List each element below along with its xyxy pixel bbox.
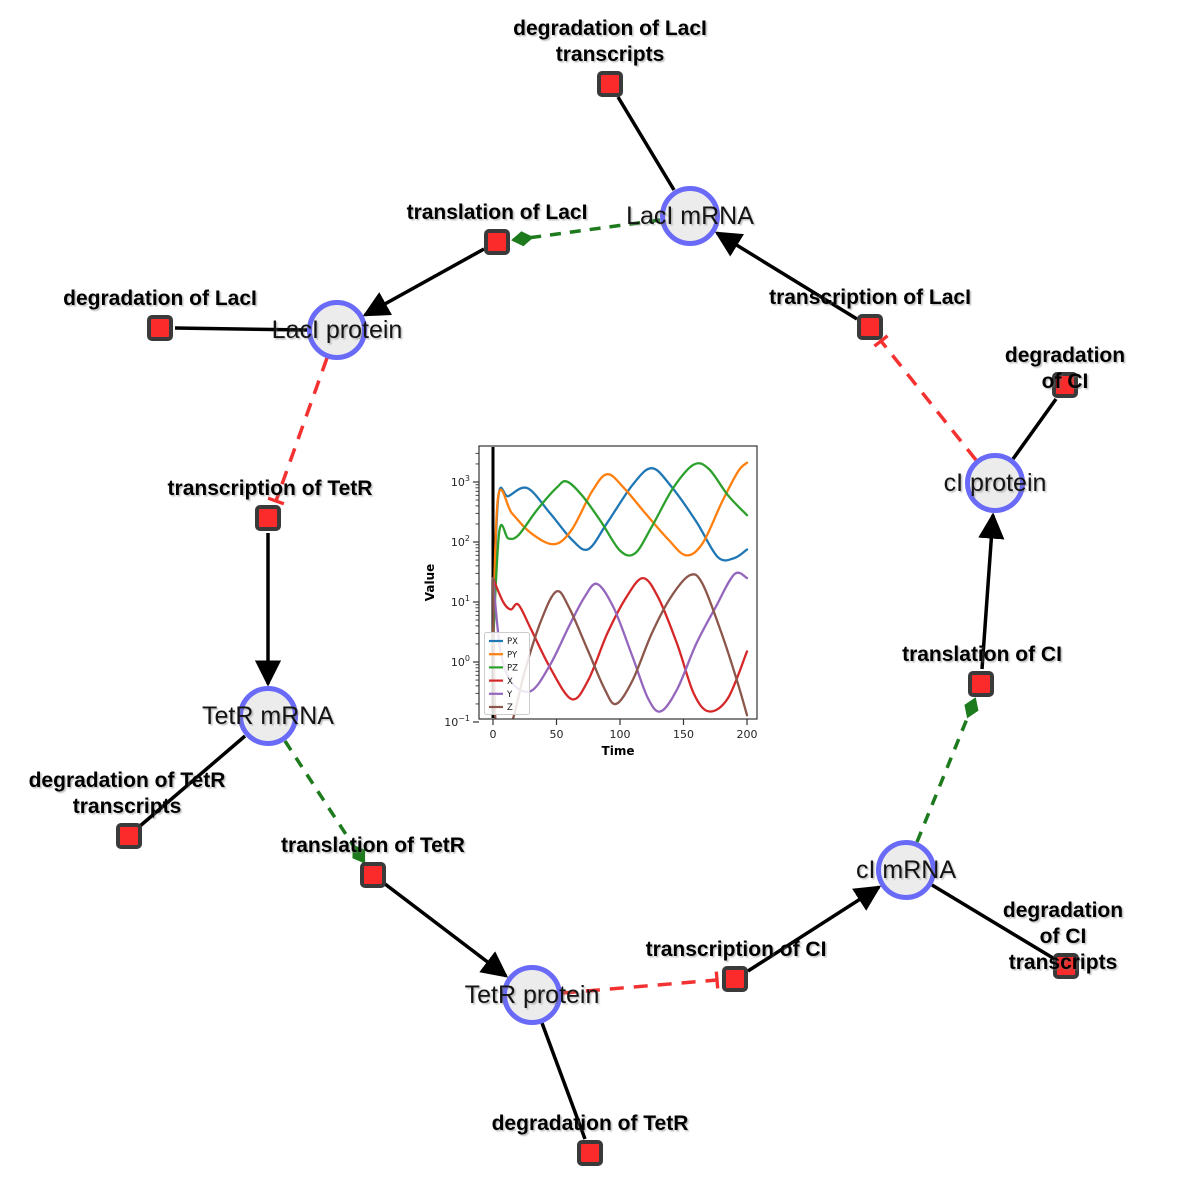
reaction-label-transcription-of-ci: transcription of CI: [645, 938, 827, 961]
reaction-node-transcription-of-ci[interactable]: [722, 966, 748, 992]
edge-tetr-protein-to-degradation-of-tetr: [540, 1022, 587, 1140]
chart-series-Y: [491, 571, 749, 713]
reaction-label-degradation-of-ci: degradation of CI: [1004, 344, 1126, 393]
reaction-label-degradation-of-tetr: degradation of TetR: [491, 1112, 689, 1135]
reaction-label-degradation-of-ci-transcripts: degradation of CI transcripts: [1002, 899, 1124, 974]
reaction-node-degradation-of-ci[interactable]: [1052, 372, 1078, 398]
edge-tetr-mrna-to-degradation-of-tetr-transcripts: [138, 734, 247, 828]
reaction-label-degradation-of-laci: degradation of LacI: [63, 287, 257, 310]
chart-y-tick-label: 103: [451, 474, 470, 489]
species-label-laci-mrna: LacI mRNA: [626, 202, 754, 230]
species-node-ci-mrna[interactable]: [876, 840, 936, 900]
reaction-label-transcription-of-laci: transcription of LacI: [769, 286, 971, 309]
chart-series-group: [491, 461, 749, 719]
species-label-tetr-protein: TetR protein: [464, 981, 600, 1009]
reaction-node-transcription-of-tetr[interactable]: [255, 505, 281, 531]
reaction-label-translation-of-ci: translation of CI: [902, 643, 1062, 666]
edge-ci-mrna-to-degradation-of-ci-transcripts: [931, 883, 1054, 960]
chart-series-Z: [491, 573, 749, 719]
edge-transcription-of-laci-to-laci-mrna: [714, 231, 858, 321]
edge-laci-mrna-modifier-translation-of-laci: [511, 218, 661, 247]
edge-ci-protein-to-degradation-of-ci: [1011, 397, 1058, 461]
reaction-node-degradation-of-laci[interactable]: [147, 315, 173, 341]
edge-tetr-mrna-modifier-translation-of-tetr: [283, 740, 366, 864]
reaction-label-translation-of-tetr: translation of TetR: [281, 834, 465, 857]
species-node-tetr-mrna[interactable]: [238, 686, 298, 746]
edge-laci-protein-to-degradation-of-laci: [174, 326, 308, 332]
species-node-laci-protein[interactable]: [307, 300, 367, 360]
edge-ci-mrna-modifier-translation-of-ci: [915, 697, 979, 843]
reaction-label-degradation-of-laci-transcripts: degradation of LacI transcripts: [513, 17, 707, 66]
edge-laci-mrna-to-degradation-of-laci-transcripts: [616, 96, 676, 191]
chart-axes-box: [478, 445, 758, 720]
species-label-ci-mrna: cI mRNA: [856, 856, 956, 884]
reaction-node-translation-of-ci[interactable]: [968, 671, 994, 697]
chart-x-tick-label: 0: [490, 728, 497, 741]
species-label-tetr-mrna: TetR mRNA: [202, 702, 334, 730]
species-node-laci-mrna[interactable]: [660, 186, 720, 246]
chart-legend-label-Y: Y: [506, 690, 513, 700]
chart-x-tick-label: 50: [550, 728, 564, 741]
reaction-node-translation-of-tetr[interactable]: [360, 862, 386, 888]
edge-transcription-of-ci-to-ci-mrna: [747, 885, 882, 973]
chart-y-tick-label: 100: [451, 654, 470, 669]
reaction-label-degradation-of-tetr-transcripts: degradation of TetR transcripts: [28, 769, 226, 818]
chart-legend-label-X: X: [507, 677, 513, 687]
reaction-label-transcription-of-tetr: transcription of TetR: [167, 477, 373, 500]
chart-x-tick-label: 150: [673, 728, 694, 741]
edge-translation-of-laci-to-laci-protein: [362, 247, 485, 317]
chart-series-PY: [491, 461, 749, 646]
edge-ci-protein-inhibits-transcription-of-laci: [873, 334, 978, 462]
chart-y-axis-label: Value: [423, 564, 437, 602]
reaction-node-degradation-of-laci-transcripts[interactable]: [597, 71, 623, 97]
chart-x-tick-label: 200: [737, 728, 758, 741]
chart-series-PX: [491, 467, 749, 646]
species-node-tetr-protein[interactable]: [502, 965, 562, 1025]
chart-legend-label-PZ: PZ: [507, 664, 518, 674]
chart-legend: PX PY PZ XYZ: [484, 632, 530, 715]
chart-x-tick-label: 100: [610, 728, 631, 741]
chart-series-PZ: [491, 462, 749, 646]
chart-y-tick-label: 102: [451, 534, 470, 549]
edge-translation-of-ci-to-ci-protein: [978, 512, 1005, 670]
reaction-node-translation-of-laci[interactable]: [484, 229, 510, 255]
edge-laci-protein-inhibits-transcription-of-tetr: [267, 357, 329, 506]
chart-series-X: [491, 576, 749, 713]
chart-legend-label-PX: PX: [507, 637, 518, 647]
reaction-node-degradation-of-tetr-transcripts[interactable]: [116, 823, 142, 849]
chart-y-tick-label: 101: [451, 594, 470, 609]
edge-tetr-protein-inhibits-transcription-of-ci: [561, 971, 720, 995]
reaction-node-degradation-of-ci-transcripts[interactable]: [1053, 953, 1079, 979]
chart-y-tick-label: 10−1: [444, 714, 470, 729]
chart-legend-label-PY: PY: [507, 650, 518, 660]
chart-x-axis-label: Time: [602, 744, 635, 758]
species-node-ci-protein[interactable]: [965, 453, 1025, 513]
species-label-ci-protein: cI protein: [943, 469, 1047, 497]
reaction-node-degradation-of-tetr[interactable]: [577, 1140, 603, 1166]
reaction-label-translation-of-laci: translation of LacI: [406, 201, 588, 224]
reaction-node-transcription-of-laci[interactable]: [857, 314, 883, 340]
species-label-laci-protein: LacI protein: [271, 316, 403, 344]
edge-translation-of-tetr-to-tetr-protein: [383, 882, 509, 978]
chart-legend-label-Z: Z: [507, 703, 513, 713]
